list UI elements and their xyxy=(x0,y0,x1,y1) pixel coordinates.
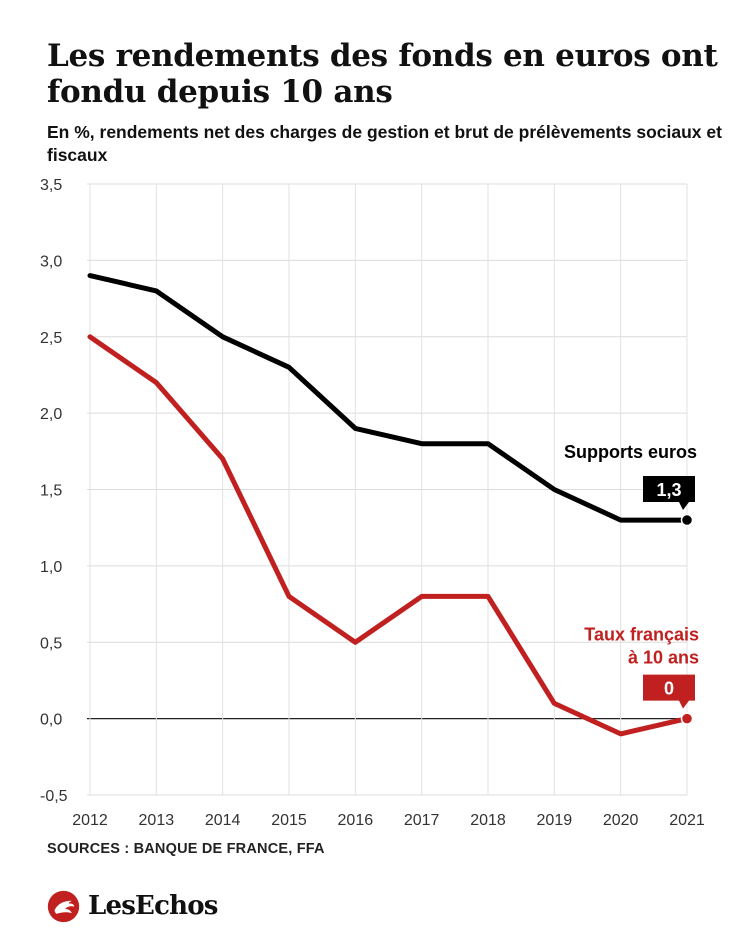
brand: LesEchos xyxy=(47,888,218,924)
series-label-taux-francais: Taux français xyxy=(584,625,699,645)
x-tick-label: 2018 xyxy=(470,812,506,829)
y-tick-label: 2,0 xyxy=(40,406,62,423)
end-value-badge xyxy=(643,476,695,511)
end-value-badge xyxy=(643,674,695,709)
y-tick-label: 0,0 xyxy=(40,712,62,729)
x-tick-label: 2020 xyxy=(603,812,639,829)
y-tick-label: 3,0 xyxy=(40,253,62,270)
line-chart: -0,5 0,0 0,5 1,0 1,5 2,0 2,5 3,0 3,5 2012 2013 2014… xyxy=(40,177,705,829)
y-tick-label: 0,5 xyxy=(40,635,62,652)
x-tick-label: 2014 xyxy=(205,812,241,829)
end-value-label: 1,3 xyxy=(656,480,681,500)
series-label-supports-euros: Supports euros xyxy=(564,442,697,462)
series-line-taux-francais xyxy=(87,334,690,737)
les-echos-rooster-icon xyxy=(47,890,80,922)
y-tick-label: 3,5 xyxy=(40,177,62,194)
x-tick-label: 2013 xyxy=(139,812,175,829)
y-tick-label: -0,5 xyxy=(40,788,68,805)
x-tick-label: 2019 xyxy=(537,812,573,829)
chart-subtitle: En %, rendements net des charges de gest… xyxy=(47,122,722,165)
y-tick-label: 1,5 xyxy=(40,483,62,500)
y-tick-label: 2,5 xyxy=(40,330,62,347)
chart-title: Les rendements des fonds en euros ont fo… xyxy=(47,38,718,110)
x-tick-label: 2012 xyxy=(72,812,108,829)
brand-name: LesEchos xyxy=(88,891,218,921)
series-end-point xyxy=(680,712,694,725)
end-value-label: 0 xyxy=(664,679,674,699)
y-tick-label: 1,0 xyxy=(40,559,62,576)
x-tick-label: 2021 xyxy=(669,812,705,829)
source-note: SOURCES : BANQUE DE FRANCE, FFA xyxy=(47,841,325,857)
x-tick-label: 2015 xyxy=(271,812,307,829)
series-line-supports-euros xyxy=(87,273,690,523)
x-tick-label: 2017 xyxy=(404,812,440,829)
x-tick-label: 2016 xyxy=(338,812,374,829)
series-end-point xyxy=(680,513,694,527)
series-label-taux-francais: à 10 ans xyxy=(628,648,699,668)
